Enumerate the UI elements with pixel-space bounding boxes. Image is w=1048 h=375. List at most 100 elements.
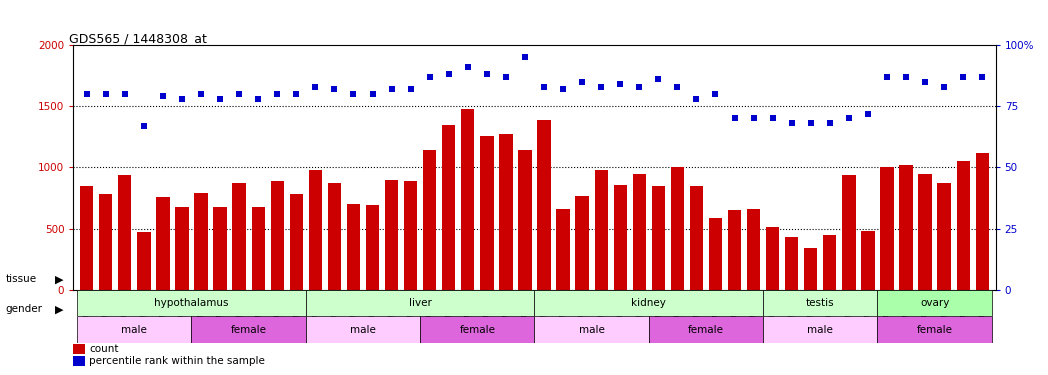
- Bar: [73, 344, 85, 354]
- Point: [440, 71, 457, 77]
- Point: [573, 79, 590, 85]
- Point: [345, 91, 362, 97]
- Text: male: male: [807, 325, 833, 335]
- Bar: [766, 227, 780, 290]
- Bar: [306, 290, 534, 316]
- Bar: [499, 134, 512, 290]
- Point: [936, 84, 953, 90]
- Bar: [877, 290, 991, 316]
- Point: [707, 91, 724, 97]
- Bar: [420, 316, 534, 343]
- Bar: [899, 165, 913, 290]
- Point: [212, 96, 228, 102]
- Bar: [938, 183, 951, 290]
- Point: [326, 86, 343, 92]
- Bar: [538, 120, 550, 290]
- Point: [459, 64, 476, 70]
- Text: liver: liver: [409, 298, 432, 308]
- Text: count: count: [89, 344, 118, 354]
- Point: [364, 91, 380, 97]
- Bar: [270, 181, 284, 290]
- Point: [726, 116, 743, 122]
- Text: male: male: [578, 325, 605, 335]
- Point: [764, 116, 781, 122]
- Bar: [233, 183, 246, 290]
- Bar: [214, 207, 226, 290]
- Point: [689, 96, 705, 102]
- Point: [974, 74, 990, 80]
- Bar: [118, 175, 131, 290]
- Bar: [633, 174, 646, 290]
- Text: hypothalamus: hypothalamus: [154, 298, 228, 308]
- Bar: [519, 150, 531, 290]
- Point: [116, 91, 133, 97]
- Bar: [156, 197, 170, 290]
- Point: [783, 120, 800, 126]
- Point: [402, 86, 419, 92]
- Bar: [690, 186, 703, 290]
- Text: ▶: ▶: [54, 304, 63, 314]
- Bar: [328, 183, 341, 290]
- Point: [421, 74, 438, 80]
- Bar: [480, 136, 494, 290]
- Point: [231, 91, 247, 97]
- Point: [269, 91, 286, 97]
- Bar: [918, 174, 932, 290]
- Bar: [137, 232, 151, 290]
- Bar: [880, 167, 894, 290]
- Text: kidney: kidney: [631, 298, 667, 308]
- Bar: [306, 316, 420, 343]
- Text: female: female: [231, 325, 266, 335]
- Bar: [403, 181, 417, 290]
- Bar: [100, 194, 112, 290]
- Text: female: female: [917, 325, 953, 335]
- Point: [878, 74, 895, 80]
- Text: gender: gender: [5, 304, 42, 314]
- Bar: [671, 167, 684, 290]
- Point: [955, 74, 971, 80]
- Point: [840, 116, 857, 122]
- Bar: [78, 316, 192, 343]
- Bar: [78, 290, 306, 316]
- Point: [249, 96, 266, 102]
- Point: [859, 111, 876, 117]
- Point: [174, 96, 191, 102]
- Bar: [289, 194, 303, 290]
- Text: male: male: [122, 325, 148, 335]
- Bar: [747, 209, 760, 290]
- Bar: [461, 109, 475, 290]
- Bar: [575, 196, 589, 290]
- Bar: [804, 248, 817, 290]
- Point: [193, 91, 210, 97]
- Bar: [649, 316, 763, 343]
- Text: tissue: tissue: [5, 274, 37, 284]
- Text: testis: testis: [806, 298, 834, 308]
- Point: [669, 84, 685, 90]
- Bar: [80, 186, 93, 290]
- Point: [536, 84, 552, 90]
- Point: [745, 116, 762, 122]
- Point: [79, 91, 95, 97]
- Text: female: female: [459, 325, 496, 335]
- Point: [135, 123, 152, 129]
- Bar: [652, 186, 665, 290]
- Text: male: male: [350, 325, 376, 335]
- Bar: [252, 207, 265, 290]
- Bar: [861, 231, 875, 290]
- Bar: [347, 204, 361, 290]
- Point: [97, 91, 114, 97]
- Point: [154, 93, 171, 99]
- Point: [822, 120, 838, 126]
- Point: [479, 71, 496, 77]
- Bar: [366, 206, 379, 290]
- Bar: [194, 192, 208, 290]
- Point: [498, 74, 515, 80]
- Point: [917, 79, 934, 85]
- Bar: [613, 184, 627, 290]
- Point: [554, 86, 571, 92]
- Point: [803, 120, 820, 126]
- Text: ▶: ▶: [54, 274, 63, 284]
- Bar: [534, 290, 763, 316]
- Point: [384, 86, 400, 92]
- Bar: [976, 153, 989, 290]
